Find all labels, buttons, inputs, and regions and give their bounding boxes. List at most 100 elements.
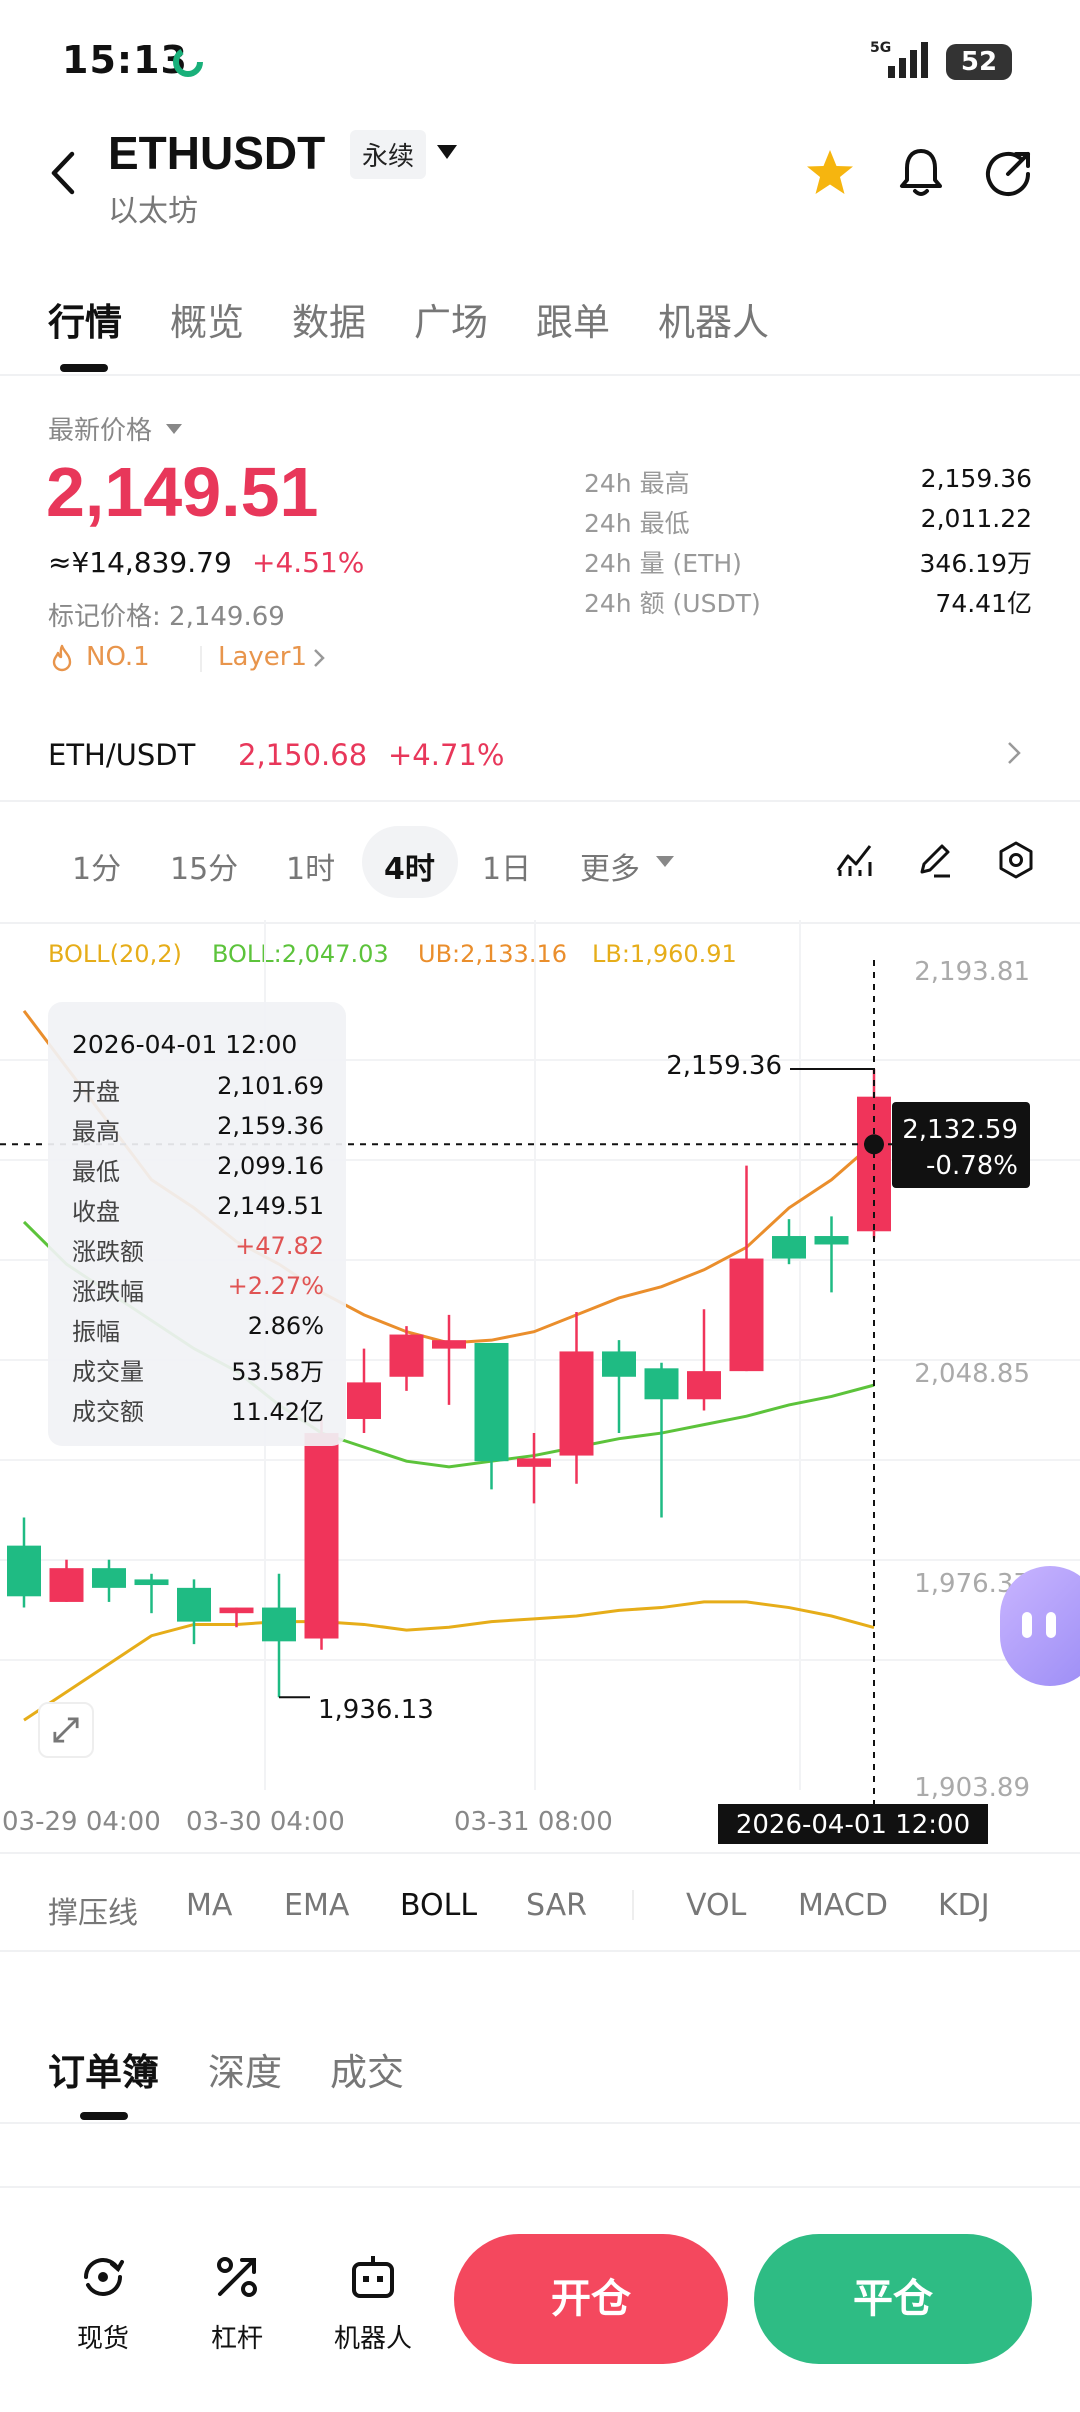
cursor-price-box <box>892 1102 1030 1188</box>
stat-value-volume: 346.19万 <box>919 549 1032 578</box>
boll-lower-line <box>23 1600 875 1722</box>
candle-body <box>644 1368 679 1400</box>
open-position-button[interactable]: 开仓 <box>454 2234 728 2364</box>
cursor-pct-label: -0.78% <box>926 1151 1018 1181</box>
tab-market[interactable]: 行情 <box>48 301 122 344</box>
candle-body <box>304 1433 339 1639</box>
svg-text:5G: 5G <box>870 40 891 56</box>
tooltip-value-volume: 53.58万 <box>231 1358 324 1386</box>
candle-body <box>772 1236 806 1259</box>
chevron-right-icon[interactable] <box>312 648 326 668</box>
y-tick-label: 2,048.85 <box>914 1359 1030 1389</box>
indicator-macd[interactable]: MACD <box>798 1888 888 1923</box>
tab-overview[interactable]: 概览 <box>170 301 244 344</box>
signal-icon: 5G <box>870 40 928 78</box>
timeframe-4h[interactable]: 4时 <box>384 852 435 887</box>
battery-icon: 52 <box>946 44 1012 80</box>
spot-icon[interactable] <box>76 2250 130 2304</box>
contract-type-badge[interactable]: 永续 <box>350 130 427 179</box>
nav-bot-label[interactable]: 机器人 <box>333 2324 412 2354</box>
tooltip-label-change-pct: 涨跌幅 <box>72 1278 144 1306</box>
separator <box>632 1890 634 1920</box>
tooltip-value-amplitude: 2.86% <box>247 1312 324 1340</box>
fullscreen-expand-icon[interactable] <box>38 1702 94 1758</box>
candlestick-chart[interactable]: 2,193.81 2,048.85 1,976.37 1,903.89 03-2… <box>0 920 1080 1860</box>
stat-label-turnover: 24h 额 (USDT) <box>584 589 761 618</box>
stat-value-turnover: 74.41亿 <box>935 589 1032 618</box>
tooltip-value-low: 2,099.16 <box>217 1152 324 1180</box>
cursor-date-label: 2026-04-01 12:00 <box>736 1810 970 1840</box>
timeframe-1d[interactable]: 1日 <box>482 852 532 887</box>
nav-leverage-label[interactable]: 杠杆 <box>210 2324 263 2354</box>
indicator-kdj[interactable]: KDJ <box>938 1888 990 1923</box>
spot-price: 2,150.68 <box>238 738 368 772</box>
pair-dropdown-icon[interactable] <box>436 144 458 160</box>
tooltip-value-turnover: 11.42亿 <box>231 1398 324 1426</box>
bell-icon[interactable] <box>896 146 946 200</box>
y-tick-label: 2,193.81 <box>914 957 1030 987</box>
close-position-button[interactable]: 平仓 <box>754 2234 1032 2364</box>
timeframe-more[interactable]: 更多 <box>580 852 640 887</box>
stat-value-high: 2,159.36 <box>920 464 1032 493</box>
chevron-right-icon[interactable] <box>1006 740 1022 766</box>
settings-hexagon-icon[interactable] <box>996 840 1036 880</box>
favorite-star-icon[interactable] <box>804 148 856 198</box>
robot-icon[interactable] <box>346 2250 400 2304</box>
indicator-vol[interactable]: VOL <box>686 1888 747 1923</box>
timeframe-15m[interactable]: 15分 <box>170 852 239 887</box>
timeframe-1h[interactable]: 1时 <box>286 852 336 887</box>
tooltip-label-high: 最高 <box>72 1118 120 1146</box>
rank-badge[interactable]: NO.1 <box>86 642 150 672</box>
draw-pencil-icon[interactable] <box>914 840 954 880</box>
back-arrow-icon[interactable] <box>44 148 84 198</box>
nav-spot-label[interactable]: 现货 <box>76 2324 129 2354</box>
floating-assistant-button[interactable] <box>1000 1566 1080 1686</box>
pair-title[interactable]: ETHUSDT <box>108 127 326 179</box>
tab-bot[interactable]: 机器人 <box>658 301 769 344</box>
status-time: 15:13 <box>62 38 188 82</box>
leverage-icon[interactable] <box>210 2250 264 2304</box>
pair-subtitle: 以太坊 <box>108 194 198 229</box>
candle-body <box>347 1382 381 1419</box>
indicator-icon[interactable] <box>834 840 874 880</box>
tooltip-label-volume: 成交量 <box>72 1358 144 1386</box>
chevron-down-icon[interactable] <box>656 856 674 868</box>
last-price: 2,149.51 <box>46 453 319 531</box>
indicator-ema[interactable]: EMA <box>284 1888 350 1923</box>
tooltip-date: 2026-04-01 12:00 <box>72 1030 298 1059</box>
latest-price-label[interactable]: 最新价格 <box>48 416 153 446</box>
share-icon[interactable] <box>984 150 1034 198</box>
candle-body <box>559 1351 594 1456</box>
tab-copy-trade[interactable]: 跟单 <box>536 301 610 344</box>
spot-pair-label[interactable]: ETH/USDT <box>48 738 196 772</box>
tab-active-indicator <box>60 364 108 372</box>
tab-data[interactable]: 数据 <box>292 301 366 344</box>
candles <box>7 1068 891 1698</box>
candle-body <box>7 1545 41 1597</box>
category-tag[interactable]: Layer1 <box>218 642 308 672</box>
indicator-sar[interactable]: SAR <box>526 1888 587 1923</box>
tooltip-value-close: 2,149.51 <box>217 1192 324 1220</box>
stat-label-high: 24h 最高 <box>584 469 690 498</box>
tooltip-label-close: 收盘 <box>72 1198 120 1226</box>
tab-square[interactable]: 广场 <box>414 301 488 344</box>
indicator-ma[interactable]: MA <box>186 1888 233 1923</box>
crosshair-dot <box>864 1134 884 1155</box>
tab-orderbook[interactable]: 订单簿 <box>48 2051 159 2094</box>
indicator-support-resistance[interactable]: 撑压线 <box>48 1896 138 1931</box>
ohlc-tooltip <box>48 1002 346 1446</box>
tab-active-indicator <box>80 2112 128 2120</box>
candle-body <box>389 1334 424 1377</box>
indicator-boll[interactable]: BOLL <box>400 1888 478 1923</box>
boll-legend-ub: UB:2,133.16 <box>418 940 567 968</box>
timeframe-1m[interactable]: 1分 <box>72 852 122 887</box>
tab-depth[interactable]: 深度 <box>208 2051 282 2094</box>
candle-body <box>134 1579 169 1586</box>
candle-body <box>729 1258 764 1372</box>
spot-change: +4.71% <box>388 738 505 772</box>
cursor-price-label: 2,132.59 <box>902 1115 1018 1145</box>
tooltip-value-high: 2,159.36 <box>217 1112 324 1140</box>
change-percent: +4.51% <box>252 546 365 579</box>
chevron-down-icon[interactable] <box>166 424 182 435</box>
tab-trades[interactable]: 成交 <box>330 2051 404 2094</box>
